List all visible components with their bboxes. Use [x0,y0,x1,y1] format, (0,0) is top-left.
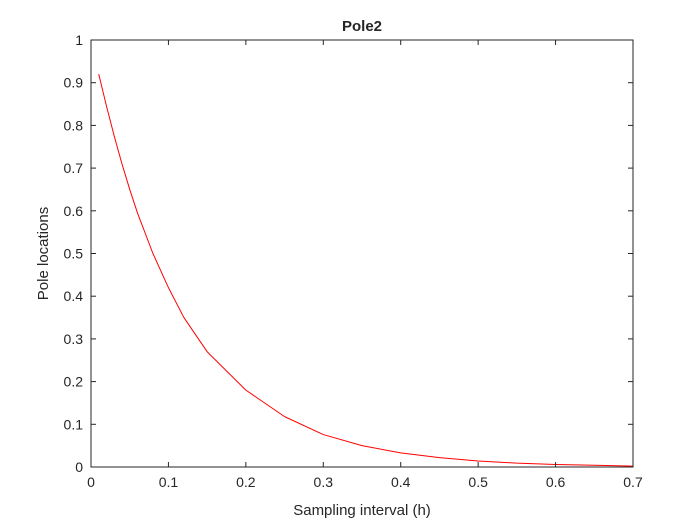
y-axis-label: Pole locations [35,207,52,300]
x-tick-label: 0.7 [623,474,643,490]
x-axis-label: Sampling interval (h) [293,502,431,519]
y-tick-label: 0.2 [64,374,84,390]
x-tick-label: 0.4 [391,474,411,490]
series-line [98,74,634,467]
x-tick-label: 0.1 [159,474,179,490]
y-tick-label: 0.8 [64,117,84,133]
y-tick-label: 0.1 [64,416,84,432]
x-tick-label: 0 [87,474,95,490]
y-tick-labels: 0 0.1 0.2 0.3 0.4 0.5 0.6 0.7 0.8 0.9 1 [64,32,84,475]
x-tick-label: 0.5 [468,474,488,490]
y-tick-label: 0.6 [64,203,84,219]
y-tick-label: 0.3 [64,331,84,347]
axes-box [90,39,634,468]
x-tick-label: 0.2 [236,474,256,490]
y-tick-label: 0 [75,459,83,475]
y-tick-label: 0.5 [64,246,84,262]
series-layer [98,74,634,467]
x-tick-label: 0.6 [546,474,566,490]
y-tick-label: 0.9 [64,75,84,91]
plot-area [91,40,633,467]
x-tick-labels: 0 0.1 0.2 0.3 0.4 0.5 0.6 0.7 [87,474,643,490]
x-tick-label: 0.3 [314,474,334,490]
chart-title: Pole2 [342,18,382,35]
y-tick-label: 1 [75,32,83,48]
y-tick-label: 0.7 [64,160,84,176]
y-tick-label: 0.4 [64,288,84,304]
